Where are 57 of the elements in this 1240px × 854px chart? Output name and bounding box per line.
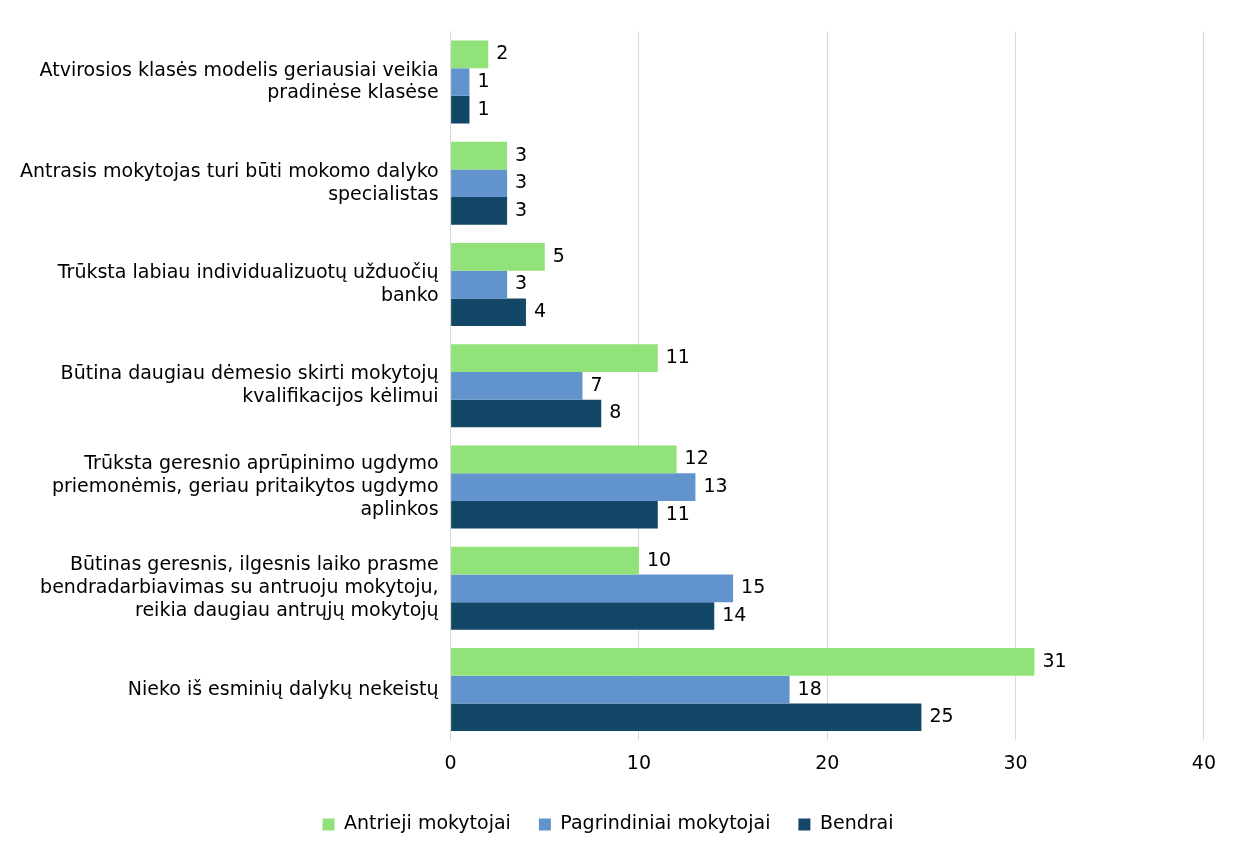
bar xyxy=(451,68,470,96)
bar xyxy=(451,40,489,69)
data-label: 3 xyxy=(515,170,528,193)
bar xyxy=(451,546,639,575)
bar xyxy=(451,141,508,170)
x-tick-label: 0 xyxy=(444,750,457,773)
data-label: 3 xyxy=(515,197,528,220)
x-tick-label: 30 xyxy=(1003,750,1028,773)
bar xyxy=(451,371,583,400)
data-label: 3 xyxy=(515,142,528,165)
y-tick-label: Antrasis mokytojas turi būti mokomo dalyko specialistas xyxy=(20,158,439,204)
bar xyxy=(451,675,790,704)
y-tick-label: Atvirosios klasės modelis geriausiai veikia pradinėse klasėse xyxy=(39,57,439,103)
data-label: 2 xyxy=(496,41,509,64)
data-label: 13 xyxy=(703,473,728,496)
legend-label: Pagrindiniai mokytojai xyxy=(560,811,771,834)
bar xyxy=(451,270,508,299)
data-label: 4 xyxy=(533,299,547,322)
data-label: 18 xyxy=(797,676,822,699)
data-label: 11 xyxy=(665,345,690,368)
x-tick-label: 20 xyxy=(815,750,840,773)
data-label: 1 xyxy=(477,96,490,119)
bar xyxy=(451,344,658,372)
bar xyxy=(451,473,696,501)
bar xyxy=(451,500,658,529)
x-tick-label: 10 xyxy=(626,750,652,773)
data-label: 3 xyxy=(515,271,528,294)
data-label: 14 xyxy=(722,602,747,625)
bar xyxy=(451,298,526,327)
data-label: 12 xyxy=(684,446,709,469)
data-label: 31 xyxy=(1042,648,1067,671)
y-tick-label: Būtina daugiau dėmesio skirti mokytojų kvalifikacijos kėlimui xyxy=(60,361,439,407)
bar xyxy=(451,648,1035,676)
y-tick-label: Trūksta geresnio aprūpinimo ugdymo priemonėmis, geriau pritaikytos ugdymo aplinkos xyxy=(51,451,439,519)
data-label: 15 xyxy=(741,575,766,598)
bar xyxy=(451,197,508,225)
bar xyxy=(451,703,922,732)
data-label: 8 xyxy=(609,400,622,423)
legend-label: Bendrai xyxy=(819,811,894,834)
bar xyxy=(451,574,734,603)
data-label: 10 xyxy=(646,547,672,570)
data-label: 11 xyxy=(665,501,690,524)
bar xyxy=(451,169,508,198)
bar xyxy=(451,602,715,630)
legend-label: Antrieji mokytojai xyxy=(344,811,511,834)
data-label: 7 xyxy=(590,372,603,395)
bar xyxy=(451,243,545,271)
data-label: 25 xyxy=(929,704,954,727)
data-label: 5 xyxy=(552,243,565,266)
y-tick-label: Nieko iš esminių dalykų nekeistų xyxy=(127,676,439,699)
bar xyxy=(451,95,470,124)
data-label: 1 xyxy=(477,68,490,91)
y-tick-label: Būtinas geresnis, ilgesnis laiko prasme bendradarbiavimas su antruoju mokytoju, reikia daugiau antrųjų mokytojų xyxy=(40,552,439,621)
bar xyxy=(451,445,677,474)
bar xyxy=(451,399,602,428)
x-tick-label: 40 xyxy=(1191,750,1217,773)
y-tick-label: Trūksta labiau individualizuotų užduočių banko xyxy=(56,260,439,305)
